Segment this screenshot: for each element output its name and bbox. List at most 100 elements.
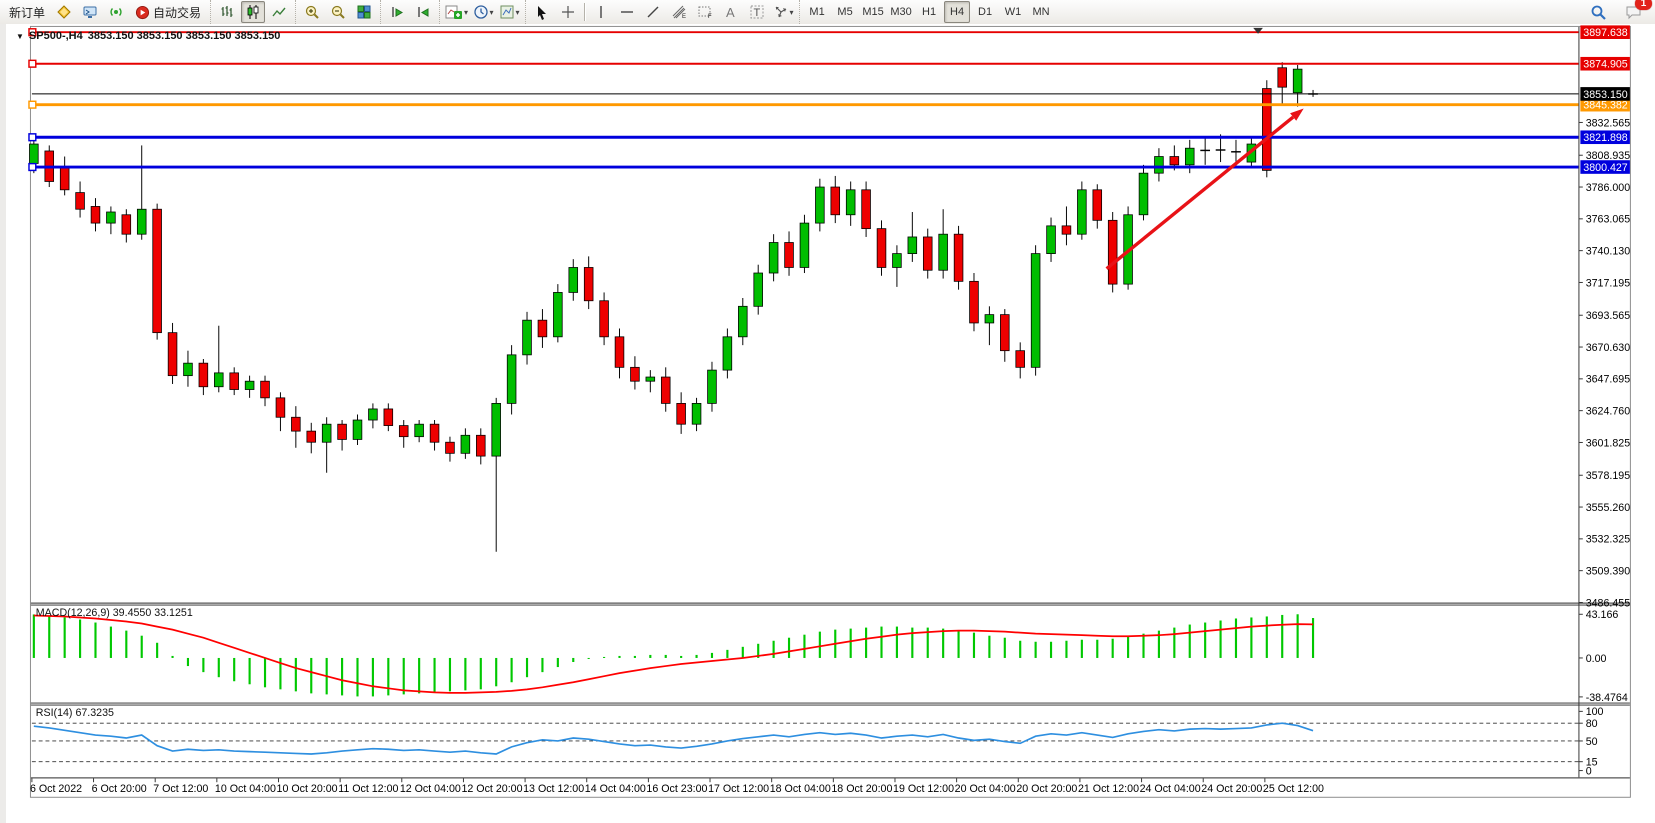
svg-text:3874.905: 3874.905 [1583,59,1628,71]
chart-window[interactable]: ▼ SP500-,H4 3853.150 3853.150 3853.150 3… [0,24,1655,823]
trend-arrow[interactable] [1105,108,1304,270]
svg-text:16 Oct 23:00: 16 Oct 23:00 [646,783,707,795]
svg-text:20 Oct 04:00: 20 Oct 04:00 [955,783,1016,795]
svg-text:-38.4764: -38.4764 [1586,692,1628,704]
text-tool-icon[interactable]: A [719,1,743,23]
vertical-line-tool-icon[interactable] [589,1,613,23]
chart-canvas[interactable]: 3832.565 3808.935 3786.000 3763.065 3740.130… [0,24,1655,823]
chart-ohlc-quotes: 3853.150 3853.150 3853.150 3853.150 [87,30,281,42]
timeframe-button-H4[interactable]: H4 [944,1,971,23]
periods-icon[interactable]: ▾ [471,1,495,23]
terminal-icon[interactable] [78,1,102,23]
svg-text:14 Oct 04:00: 14 Oct 04:00 [585,783,646,795]
hline-handle [28,100,37,109]
svg-text:3555.260: 3555.260 [1586,502,1631,514]
timeframe-button-MN[interactable]: MN [1032,6,1050,18]
svg-text:F: F [708,14,712,20]
shapes-dropdown-arrow[interactable]: ▾ [789,7,794,17]
tile-windows-icon[interactable] [352,1,376,23]
periods-dropdown-arrow[interactable]: ▾ [489,7,494,17]
indicators-icon[interactable]: ▾ [444,1,469,23]
hline-handle [28,59,37,68]
svg-text:10 Oct 04:00: 10 Oct 04:00 [215,783,276,795]
toolbar-separator [584,3,586,21]
svg-text:17 Oct 12:00: 17 Oct 12:00 [708,783,769,795]
notification-badge: 1 [1635,0,1652,10]
svg-text:20 Oct 20:00: 20 Oct 20:00 [1016,783,1077,795]
zoom-in-icon[interactable] [300,1,324,23]
svg-text:50: 50 [1586,736,1598,748]
hline-handle [28,28,37,37]
svg-text:3740.130: 3740.130 [1586,246,1631,258]
toolbar-group-zoom [295,0,380,24]
signal-icon[interactable] [104,1,128,23]
svg-text:3532.325: 3532.325 [1586,534,1631,546]
timeframe-button-D1[interactable]: D1 [978,6,993,18]
svg-text:RSI(14) 67.3235: RSI(14) 67.3235 [36,707,114,719]
new-order-label: 新订单 [9,5,46,20]
horizontal-lines[interactable]: 3897.638 3874.905 3845.382 3821.898 3800.427 [28,25,1630,174]
indicator-labels: MACD(12,26,9) 39.4550 33.1251 RSI(14) 67.… [36,607,193,719]
channel-tool-icon[interactable]: F [693,1,717,23]
bar-chart-icon[interactable] [215,1,239,23]
timeframe-button-W1[interactable]: W1 [1004,6,1022,18]
auto-trading-label: 自动交易 [153,5,202,20]
svg-text:3670.630: 3670.630 [1586,342,1631,354]
svg-text:3578.195: 3578.195 [1586,470,1631,482]
auto-scroll-icon[interactable] [385,1,409,23]
svg-text:3717.195: 3717.195 [1586,277,1631,289]
chart-title-dropdown-icon[interactable]: ▼ [16,31,24,41]
trendline-tool-icon[interactable] [641,1,665,23]
svg-text:11 Oct 12:00: 11 Oct 12:00 [338,783,398,795]
toolbar-group-scroll [380,0,439,24]
timeframe-button-H1[interactable]: H1 [922,6,937,18]
indicators-dropdown-arrow[interactable]: ▾ [464,7,469,17]
timeframe-button-M15[interactable]: M15 [862,6,884,18]
candlestick-chart-icon[interactable] [241,1,266,23]
shapes-tool-icon[interactable]: ▾ [771,1,795,23]
svg-text:15: 15 [1586,757,1598,769]
rsi-level-lines [31,722,1579,763]
search-icon[interactable] [1586,1,1610,23]
horizontal-line-tool-icon[interactable] [615,1,639,23]
new-order-button[interactable]: 新订单 [4,1,50,23]
svg-text:24 Oct 20:00: 24 Oct 20:00 [1201,783,1262,795]
chart-title: ▼ SP500-,H4 3853.150 3853.150 3853.150 3… [16,30,280,42]
toolbar-group-insert: ▾ ▾ ▾ [439,0,525,24]
timeframe-button-M1[interactable]: M1 [809,6,825,18]
svg-text:3763.065: 3763.065 [1586,214,1631,226]
svg-text:12 Oct 04:00: 12 Oct 04:00 [400,783,461,795]
fibonacci-tool-icon[interactable]: E [667,1,691,23]
label-tool-icon[interactable]: T [745,1,769,23]
svg-text:A: A [726,5,735,20]
svg-text:3601.825: 3601.825 [1586,437,1631,449]
svg-text:43.166: 43.166 [1586,609,1619,621]
chart-shift-icon[interactable] [411,1,435,23]
timeframe-button-M30[interactable]: M30 [890,6,912,18]
svg-text:100: 100 [1586,706,1604,718]
toolbar-group-chart-type [210,0,295,24]
line-chart-icon[interactable] [267,1,291,23]
svg-text:0: 0 [1586,765,1592,777]
svg-text:10 Oct 20:00: 10 Oct 20:00 [277,783,338,795]
zoom-out-icon[interactable] [326,1,350,23]
auto-trading-button[interactable]: 自动交易 [130,1,206,23]
notifications-chat-icon[interactable]: 1 [1622,0,1652,23]
timeframe-button-M5[interactable]: M5 [837,6,853,18]
candles [29,62,1318,552]
svg-text:MACD(12,26,9) 39.4550 33.1251: MACD(12,26,9) 39.4550 33.1251 [36,607,193,619]
cursor-icon[interactable] [530,1,554,23]
macd-indicator [32,614,1315,697]
templates-icon[interactable]: ▾ [497,1,521,23]
svg-text:18 Oct 20:00: 18 Oct 20:00 [831,783,892,795]
toolbar: 新订单 自动交易 [0,0,1655,25]
svg-text:3624.760: 3624.760 [1586,406,1631,418]
templates-dropdown-arrow[interactable]: ▾ [515,7,520,17]
toolbar-group-timeframes: M1 M5 M15 M30 H1 H4 D1 W1 MN [799,0,1058,24]
svg-text:80: 80 [1586,718,1598,730]
market-watch-icon[interactable] [52,1,76,23]
crosshair-icon[interactable] [556,1,580,23]
chart-symbol-timeframe: SP500-,H4 [28,30,83,42]
toolbar-group-trade: 新订单 自动交易 [0,0,210,24]
